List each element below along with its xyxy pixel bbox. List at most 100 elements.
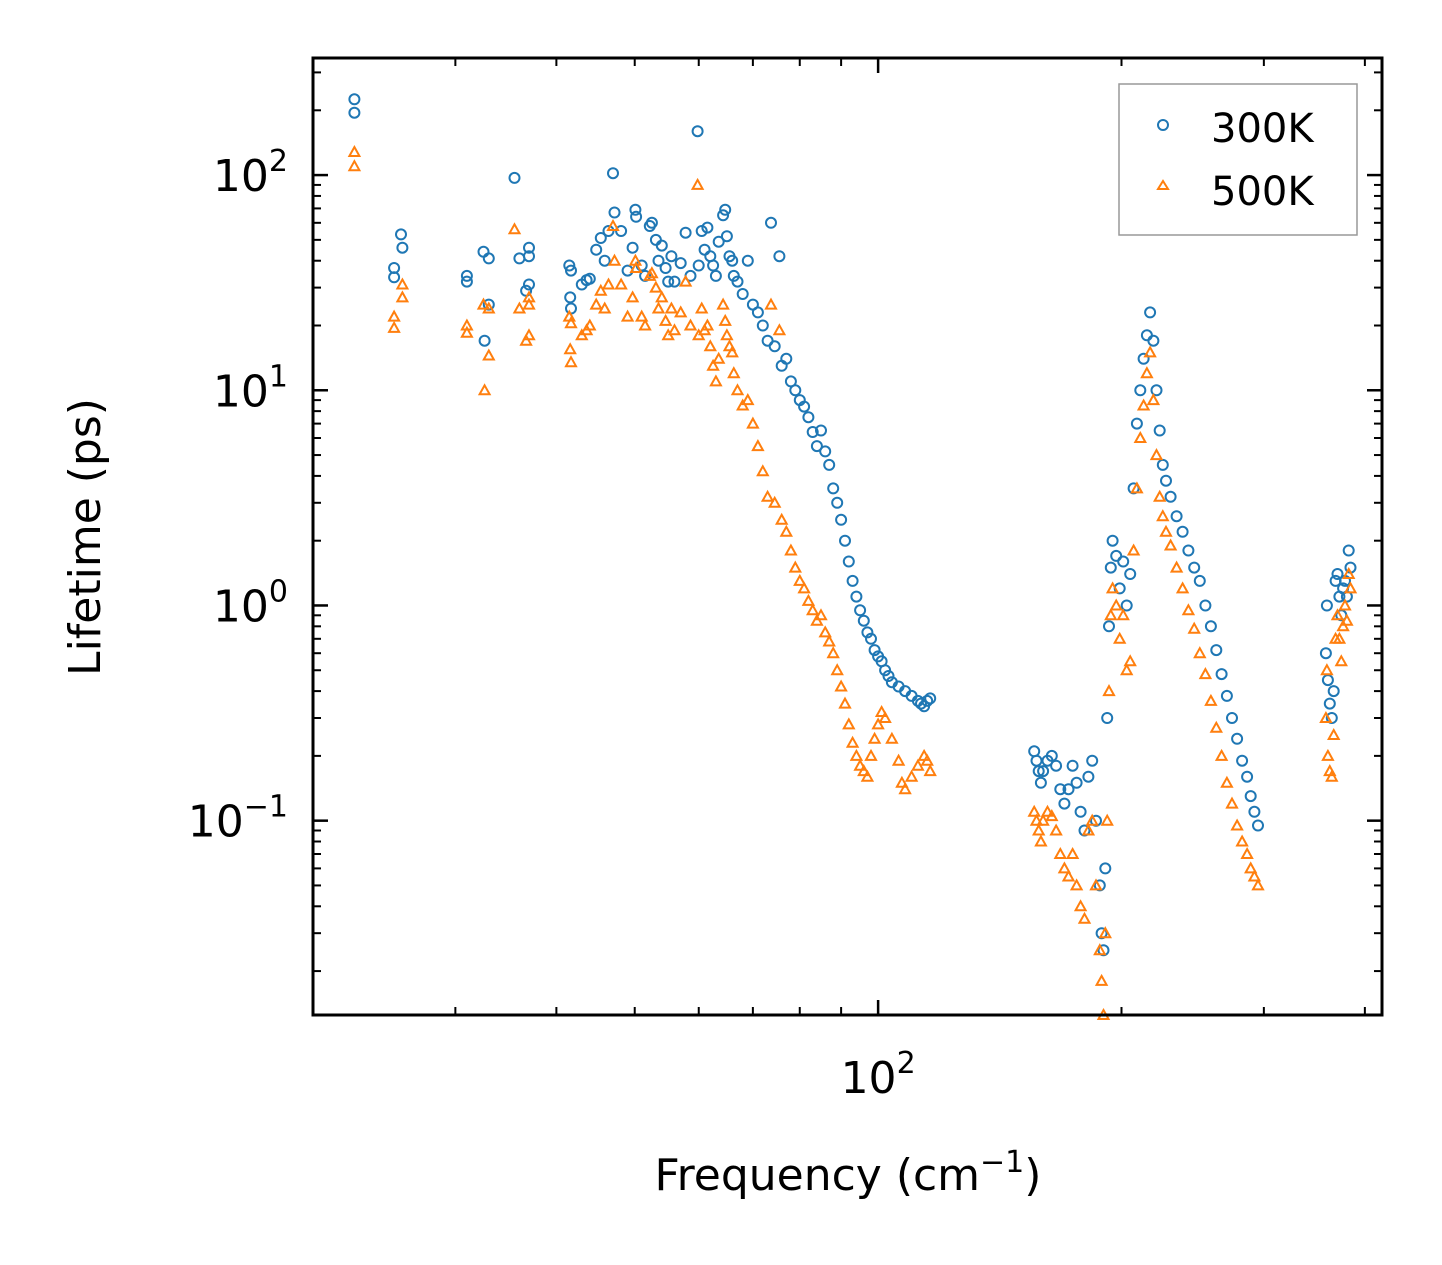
point-500k [1032, 823, 1046, 836]
point-500k [598, 301, 612, 314]
point-500k [1319, 710, 1333, 723]
point-300k [1182, 544, 1195, 557]
point-300k [607, 167, 619, 180]
point-500k [1153, 489, 1167, 502]
point-300k [861, 626, 874, 639]
point-500k [1156, 509, 1170, 522]
point-500k [806, 603, 820, 616]
point-300k [1176, 525, 1189, 538]
point-500k [1244, 861, 1258, 874]
point-500k [891, 753, 906, 766]
point-500k [1136, 398, 1151, 411]
point-500k [746, 416, 760, 429]
point-300k [1220, 689, 1233, 702]
point-500k [712, 351, 726, 364]
point-500k [1209, 720, 1223, 733]
point-300k [773, 250, 786, 263]
point-500k [1321, 748, 1335, 761]
minor-ticks [313, 58, 1382, 1015]
point-300k [655, 239, 668, 252]
point-500k [635, 309, 649, 322]
legend-marker-300k [1157, 119, 1169, 131]
point-300k [1062, 783, 1075, 796]
point-500k [589, 297, 603, 310]
point-300k [1058, 797, 1071, 810]
point-300k [665, 250, 678, 263]
plot-frame [311, 56, 1384, 1017]
point-500k [730, 383, 745, 396]
point-300k [698, 243, 711, 256]
point-500k [768, 495, 782, 508]
point-300k [1144, 306, 1157, 319]
point-500k [347, 144, 362, 157]
point-300k [815, 424, 827, 437]
point-300k [924, 692, 937, 705]
point-300k [508, 171, 521, 184]
point-500k [1143, 345, 1157, 358]
point-500k [1069, 878, 1084, 891]
point-500k [522, 328, 536, 341]
point-500k [725, 345, 739, 358]
point-300k [477, 245, 490, 258]
point-300k [629, 203, 642, 216]
point-300k [1153, 424, 1166, 437]
point-500k [718, 313, 732, 326]
point-500k [1146, 393, 1161, 406]
point-500k [1240, 846, 1254, 859]
point-500k [706, 358, 720, 371]
point-500k [895, 775, 909, 788]
point-300k [460, 269, 473, 282]
legend-label-500k: 500K [1211, 169, 1315, 215]
point-500k [482, 348, 496, 361]
point-300k [1147, 334, 1160, 347]
point-300k [692, 259, 705, 272]
point-500k [664, 301, 679, 314]
point-300k [751, 306, 764, 319]
point-500k [1332, 631, 1347, 644]
point-500k [764, 297, 778, 310]
point-300k [513, 252, 526, 265]
point-500k [797, 581, 811, 594]
point-500k [629, 260, 643, 273]
point-300k [921, 694, 934, 707]
point-300k [523, 250, 535, 263]
point-500k [1159, 524, 1173, 537]
point-500k [638, 318, 652, 331]
point-300k [819, 445, 832, 458]
point-500k [874, 704, 889, 717]
point-300k [396, 241, 409, 254]
point-300k [1199, 599, 1212, 612]
point-500k [606, 218, 620, 231]
point-500k [703, 339, 717, 352]
point-500k [920, 753, 934, 766]
point-300k [1028, 745, 1041, 758]
point-500k [620, 309, 635, 322]
point-300k [701, 221, 714, 234]
point-500k [1126, 543, 1141, 556]
point-300k [1321, 674, 1334, 687]
point-500k [601, 277, 616, 290]
point-500k [898, 782, 912, 795]
point-300k [1050, 759, 1063, 772]
point-300k [842, 555, 855, 568]
point-300k [565, 264, 577, 277]
point-500k [867, 731, 882, 744]
point-500k [678, 274, 693, 287]
point-300k [1327, 685, 1340, 698]
point-300k [756, 319, 769, 332]
point-300k [717, 209, 730, 222]
point-300k [478, 334, 491, 347]
point-500k [923, 764, 937, 777]
point-500k [1320, 663, 1334, 676]
point-300k [1236, 754, 1249, 767]
point-300k [1034, 776, 1047, 789]
point-300k [1140, 329, 1153, 342]
point-300k [768, 340, 781, 353]
point-300k [868, 644, 881, 657]
point-500k [1163, 538, 1178, 551]
point-500k [1123, 654, 1137, 667]
point-500k [751, 439, 765, 452]
point-500k [1251, 878, 1265, 891]
point-500k [741, 393, 755, 406]
y-axis-ticks: 10−1 100 101 102 [188, 144, 1382, 848]
